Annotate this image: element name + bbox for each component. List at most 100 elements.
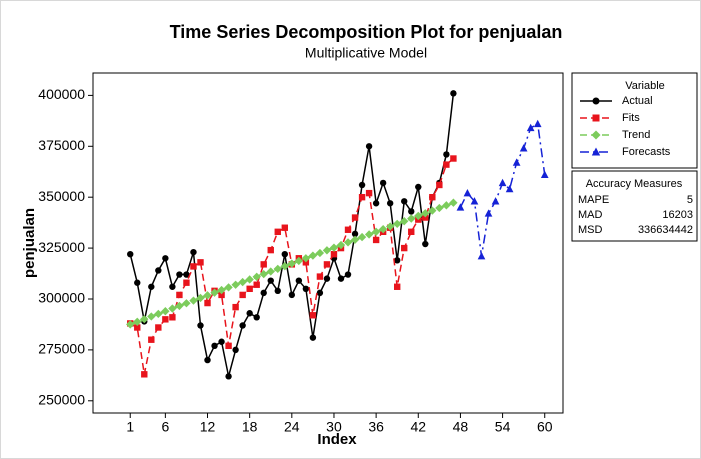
x-tick-label: 30 [326, 419, 342, 435]
accuracy-box [571, 170, 698, 242]
marker [189, 296, 198, 305]
x-tick-label: 60 [537, 419, 553, 435]
marker [350, 235, 360, 244]
marker [183, 279, 190, 286]
marker [330, 250, 338, 258]
marker [281, 250, 288, 258]
marker [127, 250, 134, 258]
marker [316, 273, 324, 280]
marker [218, 338, 225, 345]
marker [288, 291, 296, 299]
marker [245, 275, 254, 284]
marker [246, 310, 253, 317]
marker [358, 193, 366, 201]
accuracy-title: Accuracy Measures [586, 178, 683, 190]
marker [470, 197, 479, 205]
accuracy-label: MSD [578, 224, 603, 236]
marker [267, 277, 274, 284]
marker [316, 289, 324, 297]
marker [351, 214, 359, 221]
marker [421, 209, 430, 218]
marker [436, 181, 443, 189]
marker [134, 324, 141, 331]
chart-subtitle: Multiplicative Model [305, 45, 427, 61]
marker [364, 230, 374, 239]
marker [274, 228, 281, 236]
accuracy-value: 16203 [662, 209, 693, 221]
marker [379, 179, 387, 187]
marker [358, 181, 366, 189]
marker [190, 248, 197, 256]
marker [169, 283, 176, 290]
legend-marker [592, 97, 600, 105]
marker [210, 288, 219, 297]
marker [401, 198, 408, 205]
marker [162, 316, 169, 323]
x-tick-label: 54 [495, 419, 511, 435]
marker [344, 271, 352, 278]
marker [273, 264, 282, 274]
legend-label: Actual [622, 95, 653, 107]
y-tick-label: 275000 [38, 341, 85, 357]
marker [456, 203, 465, 211]
marker [394, 283, 401, 290]
marker [203, 291, 212, 300]
marker [519, 144, 528, 152]
marker [148, 283, 155, 290]
x-tick-label: 1 [126, 419, 134, 435]
marker [343, 238, 353, 247]
marker [182, 299, 191, 308]
marker [232, 346, 239, 354]
marker [225, 373, 232, 380]
marker [196, 293, 205, 303]
marker [449, 198, 458, 207]
y-axis-label: penjualan [21, 208, 38, 278]
marker [204, 356, 211, 364]
marker [322, 246, 332, 255]
marker [336, 240, 346, 250]
marker [540, 170, 549, 178]
marker [147, 312, 156, 321]
marker [274, 287, 281, 295]
marker [428, 206, 437, 215]
marker [302, 285, 310, 293]
marker [266, 267, 275, 276]
accuracy-value: 336634442 [638, 224, 693, 236]
x-tick-label: 36 [368, 419, 384, 435]
marker [224, 283, 233, 292]
marker [386, 200, 394, 207]
accuracy-label: MAD [578, 209, 603, 221]
marker [526, 123, 535, 132]
marker [141, 371, 148, 378]
marker [463, 188, 472, 197]
marker [429, 193, 436, 201]
marker [443, 151, 450, 158]
marker [259, 269, 268, 279]
marker [498, 178, 507, 187]
marker [400, 217, 409, 226]
marker [134, 279, 141, 286]
marker [491, 197, 500, 205]
marker [267, 246, 274, 254]
plot-frame [92, 72, 564, 414]
marker [533, 119, 542, 128]
marker [211, 342, 218, 350]
marker [484, 209, 493, 217]
marker [126, 320, 135, 329]
marker [351, 230, 359, 238]
marker [161, 307, 170, 316]
legend-title: Variable [625, 80, 665, 92]
marker [401, 244, 408, 252]
marker [408, 208, 415, 215]
marker [232, 303, 239, 311]
marker [505, 184, 514, 193]
marker [378, 224, 388, 234]
marker [365, 143, 373, 150]
marker [295, 277, 303, 284]
marker [394, 257, 401, 264]
chart-title: Time Series Decomposition Plot for penju… [170, 22, 563, 42]
marker [477, 252, 486, 260]
marker [450, 90, 457, 97]
marker [337, 275, 345, 282]
